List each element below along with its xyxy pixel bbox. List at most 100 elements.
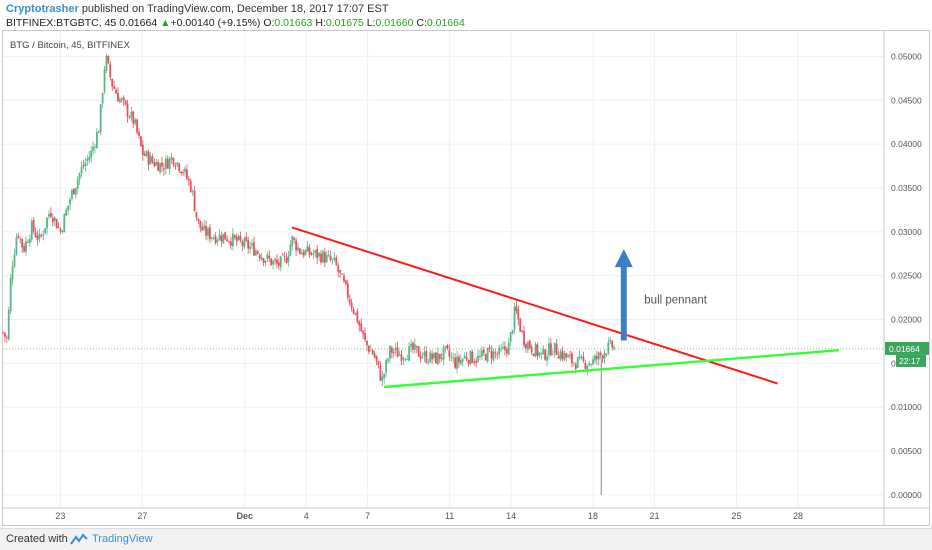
- candle-body: [84, 162, 87, 166]
- candle-body: [417, 346, 420, 357]
- candle-body: [594, 355, 596, 361]
- candle-body: [128, 117, 131, 119]
- candle-body: [2, 332, 4, 334]
- candle-body: [92, 146, 94, 151]
- candle-body: [572, 362, 575, 364]
- chart-frame: [2, 30, 930, 526]
- candle-body: [525, 344, 527, 349]
- candle-body: [149, 155, 152, 165]
- candle-body: [433, 352, 435, 359]
- tradingview-link[interactable]: TradingView: [92, 533, 153, 545]
- candle-body: [241, 241, 244, 246]
- candle-body: [551, 353, 554, 355]
- candle-body: [565, 353, 568, 358]
- candle-body: [151, 156, 154, 163]
- candle-body: [203, 225, 206, 230]
- candle-body: [398, 354, 401, 356]
- x-tick-label: 4: [304, 511, 309, 521]
- candle-body: [285, 257, 288, 263]
- candle-body: [538, 352, 541, 356]
- candle-body: [364, 332, 366, 340]
- candle-body: [406, 359, 409, 360]
- candle-body: [80, 166, 83, 174]
- x-tick-label: 28: [793, 511, 803, 521]
- candle-body: [477, 356, 479, 362]
- candle-body: [27, 242, 29, 243]
- candle-body: [78, 173, 81, 180]
- candle-body: [178, 163, 181, 172]
- y-tick-label: 0.05000: [891, 51, 922, 61]
- candle-body: [389, 345, 391, 359]
- candle-body: [327, 254, 330, 256]
- price-badge: [885, 341, 929, 355]
- candle-body: [369, 350, 372, 352]
- candle-body: [289, 244, 292, 256]
- x-tick-label: 11: [445, 511, 454, 521]
- candle-body: [571, 353, 573, 364]
- candle-body: [90, 150, 93, 158]
- candle-body: [337, 265, 340, 272]
- candle-body: [421, 357, 424, 358]
- candle-body: [532, 353, 535, 357]
- candle-body: [182, 171, 184, 173]
- candle-body: [442, 347, 445, 360]
- candle-body: [65, 210, 68, 216]
- candle-body: [494, 352, 497, 354]
- candle-body: [145, 151, 148, 157]
- candle-body: [597, 352, 600, 360]
- candle-body: [584, 362, 587, 369]
- candle-body: [360, 323, 363, 332]
- candle-body: [502, 346, 504, 349]
- candle-body: [63, 214, 66, 233]
- candle-body: [67, 205, 70, 211]
- candle-body: [53, 217, 56, 221]
- candle-body: [603, 353, 606, 359]
- candle-body: [513, 306, 516, 330]
- candle-body: [207, 228, 209, 236]
- low-label: L:: [366, 17, 376, 29]
- candle-body: [322, 251, 324, 263]
- candle-body: [82, 165, 85, 167]
- candle-body: [392, 351, 395, 353]
- candle-body: [450, 356, 453, 358]
- candle-body: [582, 356, 585, 362]
- candle-body: [4, 332, 6, 337]
- candle-body: [231, 233, 234, 247]
- candle-body: [197, 218, 200, 221]
- candle-body: [475, 360, 478, 363]
- candle-body: [118, 98, 121, 103]
- candle-body: [9, 277, 12, 312]
- candle-body: [375, 355, 378, 362]
- candle-body: [113, 86, 116, 89]
- candle-body: [358, 321, 361, 326]
- candle-body: [161, 162, 163, 167]
- candle-body: [23, 245, 25, 252]
- author-link[interactable]: Cryptotrasher: [6, 3, 79, 15]
- candle-body: [218, 234, 221, 241]
- candle-body: [465, 357, 468, 360]
- candle-body: [11, 266, 14, 280]
- candle-body: [220, 236, 223, 242]
- x-tick-label: 25: [731, 511, 741, 521]
- candle-body: [590, 364, 593, 366]
- candle-body: [283, 255, 286, 257]
- candle-body: [174, 165, 177, 167]
- chart-title: BTG / Bitcoin, 45, BITFINEX: [10, 40, 131, 51]
- candle-body: [534, 344, 537, 357]
- candle-body: [385, 360, 388, 373]
- candle-body: [553, 342, 556, 353]
- candle-body: [440, 358, 443, 359]
- candle-body: [233, 235, 236, 238]
- candle-body: [210, 237, 213, 239]
- drawings: [3, 226, 884, 389]
- candle-body: [48, 213, 50, 217]
- candle-body: [170, 157, 173, 160]
- candle-body: [254, 250, 257, 256]
- candle-body: [72, 188, 75, 195]
- candle-body: [569, 354, 571, 356]
- candle-body: [542, 348, 545, 355]
- candle-body: [120, 98, 123, 100]
- candle-body: [318, 252, 320, 257]
- candle-body: [544, 349, 547, 360]
